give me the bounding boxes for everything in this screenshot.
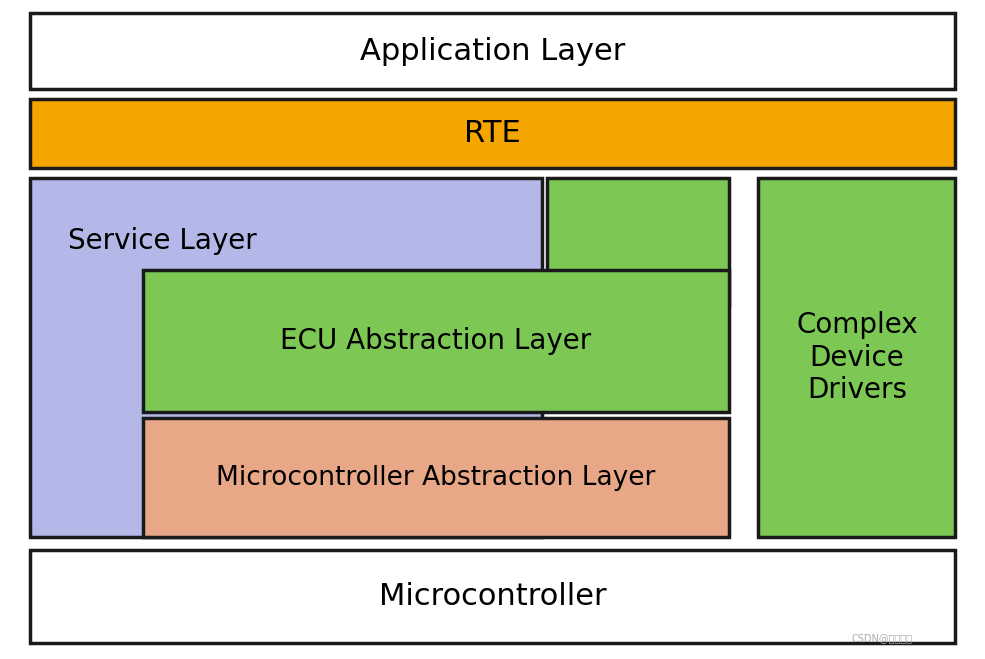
Bar	[143, 270, 729, 412]
Bar	[547, 178, 729, 306]
Bar	[30, 178, 542, 537]
Text: RTE: RTE	[464, 119, 521, 148]
Bar	[30, 13, 955, 89]
Text: Application Layer: Application Layer	[360, 36, 625, 66]
Bar	[30, 550, 955, 643]
Bar	[143, 418, 729, 537]
Text: Microcontroller: Microcontroller	[378, 582, 607, 611]
Text: CSDN@橘子成长: CSDN@橘子成长	[851, 633, 912, 643]
Text: Service Layer: Service Layer	[68, 227, 257, 254]
Text: Complex
Device
Drivers: Complex Device Drivers	[796, 311, 918, 404]
Text: ECU Abstraction Layer: ECU Abstraction Layer	[281, 327, 591, 355]
Text: Microcontroller Abstraction Layer: Microcontroller Abstraction Layer	[216, 465, 656, 491]
Bar	[758, 178, 955, 537]
Bar	[30, 99, 955, 168]
